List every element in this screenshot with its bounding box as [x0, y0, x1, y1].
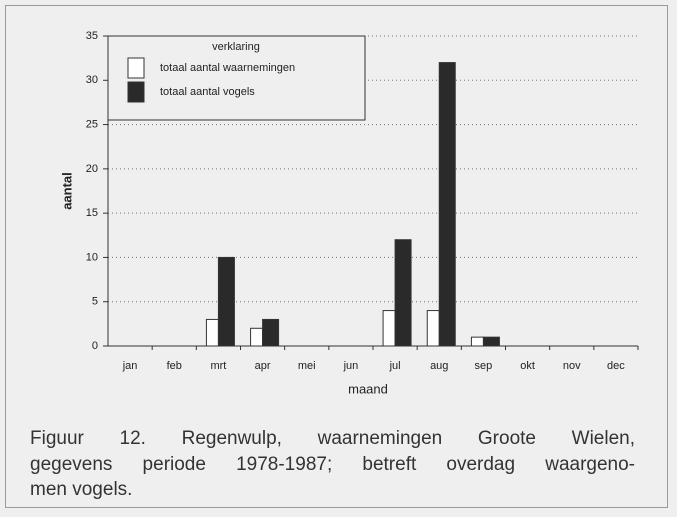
bar — [426, 310, 440, 347]
legend-box — [107, 35, 366, 121]
y-tick-label: 10 — [86, 251, 98, 263]
y-tick-label: 35 — [86, 30, 98, 42]
y-tick-label: 25 — [86, 118, 98, 130]
bar — [394, 239, 412, 347]
bar — [482, 336, 500, 347]
x-tick-label: sep — [475, 360, 493, 372]
x-tick-label: feb — [167, 360, 182, 372]
x-tick-label: dec — [607, 360, 625, 372]
caption-line: gegevens periode 1978-1987; betreft over… — [30, 453, 635, 475]
x-tick-label: aug — [430, 360, 448, 372]
bar — [382, 310, 396, 347]
legend-label: totaal aantal vogels — [160, 86, 255, 98]
bar — [438, 62, 456, 347]
x-tick-label: jul — [389, 360, 401, 372]
legend-title: verklaring — [212, 41, 260, 53]
x-tick-label: mrt — [210, 360, 226, 372]
legend-label: totaal aantal waarnemingen — [160, 62, 295, 74]
x-tick-label: jun — [343, 360, 359, 372]
x-axis-label: maand — [348, 381, 388, 396]
x-tick-label: mei — [298, 360, 316, 372]
y-tick-label: 15 — [86, 207, 98, 219]
bar — [250, 327, 264, 347]
frame — [5, 5, 668, 508]
chart: aantal maand 0 5 10 15 20 25 30 35 jan feb mrt apr m… — [59, 30, 639, 396]
bar — [205, 318, 219, 347]
caption-line: men vogels. — [30, 479, 133, 500]
legend-swatch — [127, 57, 145, 79]
y-tick-label: 0 — [92, 340, 98, 352]
bar — [470, 336, 484, 347]
y-axis-label: aantal — [59, 172, 74, 210]
bar — [217, 256, 235, 347]
y-tick-label: 20 — [86, 163, 98, 175]
y-tick-label: 30 — [86, 74, 98, 86]
x-tick-label: nov — [563, 360, 581, 372]
caption: Figuur 12. Regenwulp, waarnemingen Groot… — [30, 426, 635, 503]
bar — [262, 318, 280, 347]
x-tick-label: jan — [122, 360, 138, 372]
x-tick-label: okt — [520, 360, 535, 372]
y-tick-label: 5 — [92, 296, 98, 308]
caption-line: Figuur 12. Regenwulp, waarnemingen Groot… — [30, 428, 635, 449]
legend-swatch — [127, 81, 145, 103]
x-tick-label: apr — [255, 360, 271, 372]
